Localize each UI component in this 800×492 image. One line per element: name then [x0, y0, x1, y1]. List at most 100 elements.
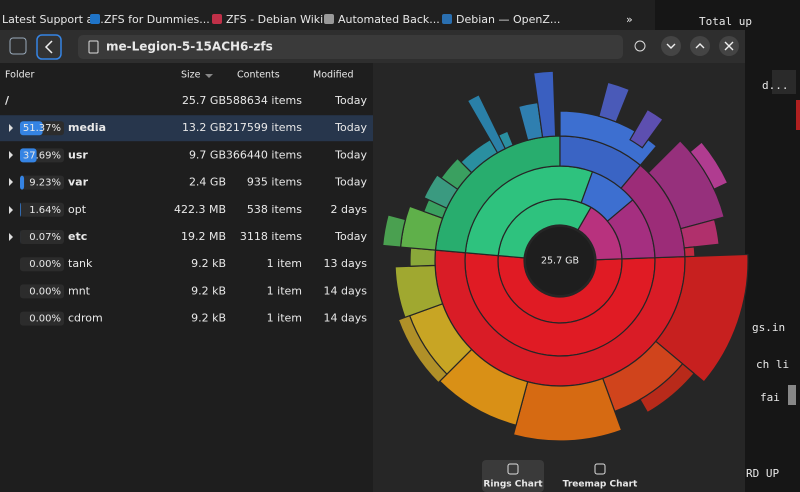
terminal-text: Total up	[699, 15, 752, 28]
expanders[interactable]	[9, 124, 13, 241]
percent-label: 51.37%	[23, 123, 61, 134]
tab-label[interactable]: Rings Chart	[483, 480, 543, 490]
percent-bar	[20, 148, 37, 163]
modified: Today	[334, 176, 367, 189]
bookmark-icon	[324, 14, 334, 24]
contents: 1 item	[267, 257, 302, 270]
column-header[interactable]: Size	[181, 70, 201, 81]
scrollbar[interactable]	[788, 385, 796, 405]
column-header[interactable]: Contents	[237, 70, 280, 81]
ring-segment	[532, 70, 557, 138]
terminal-marker	[796, 100, 800, 130]
contents: 538 items	[247, 203, 302, 216]
min-button[interactable]	[661, 36, 681, 56]
ring-segment	[423, 174, 459, 209]
contents: 1 item	[267, 284, 302, 297]
max-button[interactable]	[690, 36, 710, 56]
terminal-menu[interactable]	[772, 70, 796, 94]
size: 9.2 kB	[191, 312, 226, 325]
bookmark-icon	[212, 14, 222, 24]
ring-segment	[512, 377, 623, 442]
center	[526, 227, 594, 295]
window-icons	[666, 41, 734, 51]
size: 9.2 kB	[191, 284, 226, 297]
ring-segment	[598, 81, 631, 123]
modified: 2 days	[331, 203, 368, 216]
terminal-text: d...	[762, 79, 789, 92]
ring-segment	[689, 141, 729, 190]
modified: 14 days	[324, 312, 368, 325]
percent-track	[20, 257, 64, 272]
drive-icon	[88, 40, 99, 54]
folder-name[interactable]: etc	[68, 230, 87, 243]
percent-label: 1.64%	[29, 205, 61, 216]
contents: 217599 items	[226, 121, 302, 134]
ring-segment	[683, 246, 696, 258]
folder-name[interactable]: tank	[68, 257, 93, 270]
terminal-text: fai	[760, 391, 780, 404]
active-tab[interactable]	[482, 460, 544, 492]
percent-label: 37.69%	[23, 150, 61, 161]
contents: 1 item	[267, 312, 302, 325]
terminal-text: ch li	[756, 358, 789, 371]
tab-label[interactable]: Treemap Chart	[563, 480, 638, 490]
refresh-button[interactable]	[634, 40, 646, 52]
percent-bar	[20, 175, 25, 190]
contents: 588634 items	[226, 94, 302, 107]
more-bookmarks[interactable]: »	[626, 13, 633, 26]
sort-indicator	[205, 74, 213, 78]
terminal-text: gs.in	[752, 321, 785, 334]
size: 2.4 GB	[189, 176, 226, 189]
terminal-text: RD UP	[746, 467, 779, 480]
bookmark[interactable]: ZFS - Debian Wiki	[226, 13, 323, 26]
ring-segment	[397, 314, 448, 384]
contents: 3118 items	[240, 230, 302, 243]
ring-segment	[409, 247, 437, 267]
scan-button[interactable]	[9, 37, 27, 55]
ring-segment	[559, 110, 658, 167]
size: 25.7 GB	[182, 94, 226, 107]
contents: 366440 items	[226, 148, 302, 161]
percent-label: 9.23%	[29, 178, 61, 189]
ring-segment	[382, 214, 407, 248]
bookmark[interactable]: Debian — OpenZ...	[456, 13, 560, 26]
folder-name[interactable]: usr	[68, 148, 88, 161]
percent-track	[20, 202, 64, 217]
folder-name[interactable]: mnt	[68, 284, 91, 297]
folder-name[interactable]: /	[5, 94, 10, 107]
ring-segment	[654, 253, 749, 383]
tab-icon	[507, 463, 519, 475]
percent-bar	[20, 121, 43, 136]
location-bar	[78, 35, 623, 59]
percent-track	[20, 230, 64, 244]
ring-segment	[466, 93, 507, 154]
column-header[interactable]: Modified	[313, 70, 354, 81]
folder-name[interactable]: var	[68, 176, 89, 189]
size: 13.2 GB	[182, 121, 226, 134]
percent-track	[20, 311, 64, 326]
percent-bar	[20, 202, 21, 217]
bookmark[interactable]: Automated Back...	[338, 13, 440, 26]
modified: 13 days	[324, 257, 368, 270]
bookmark[interactable]: ZFS for Dummies...	[104, 13, 210, 26]
bookmark[interactable]: Latest Support a...	[2, 13, 104, 26]
modified: 14 days	[324, 284, 368, 297]
percent-label: 0.00%	[29, 314, 61, 325]
folder-name[interactable]: cdrom	[68, 312, 103, 325]
modified: Today	[334, 230, 367, 243]
tab-icon	[594, 463, 606, 475]
folder-name[interactable]: media	[68, 121, 106, 134]
back-button[interactable]	[36, 34, 62, 60]
modified: Today	[334, 121, 367, 134]
folder-name[interactable]: opt	[68, 203, 87, 216]
percent-label: 0.00%	[29, 259, 61, 270]
size: 19.2 MB	[181, 230, 226, 243]
back-icon	[44, 40, 53, 54]
size: 9.7 GB	[189, 148, 226, 161]
ring-segment	[629, 108, 664, 149]
bookmark-icon	[90, 14, 100, 24]
modified: Today	[334, 148, 367, 161]
percent-label: 0.00%	[29, 286, 61, 297]
column-header[interactable]: Folder	[5, 70, 34, 81]
